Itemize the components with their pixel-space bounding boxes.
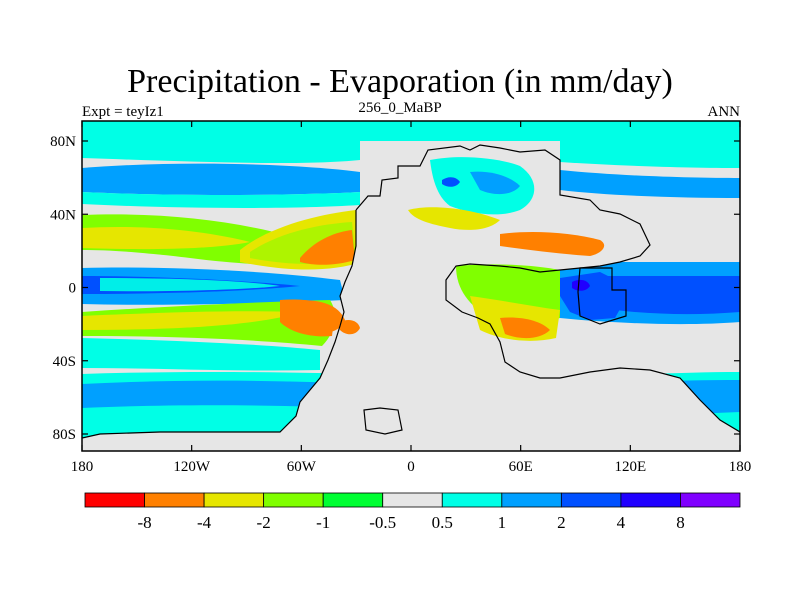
y-tick-label: 40S xyxy=(53,354,76,370)
colorbar-label: -4 xyxy=(197,513,212,532)
x-tick-label: 180 xyxy=(729,459,752,475)
x-axis: 180 120W 60W 0 60E 120E 180 xyxy=(71,121,752,475)
x-tick-label: 180 xyxy=(71,459,94,475)
experiment-label: Expt = teyIz1 xyxy=(82,104,164,120)
americas-north-orange xyxy=(300,230,355,265)
colorbar-label: 4 xyxy=(617,513,626,532)
north-east-storm-track xyxy=(560,170,740,198)
x-tick-label: 120W xyxy=(173,459,211,475)
x-tick-label: 60E xyxy=(509,459,533,475)
y-tick-label: 0 xyxy=(69,281,77,297)
coastline xyxy=(82,144,740,439)
equatorial-core-east xyxy=(600,276,740,315)
colorbar-swatch xyxy=(501,492,562,508)
colorbar-swatch xyxy=(322,492,384,508)
colorbar-swatch xyxy=(84,492,145,508)
colorbar-swatch xyxy=(560,492,622,508)
colorbar-swatch xyxy=(263,492,324,508)
season-label: ANN xyxy=(707,104,741,120)
colorbar-label: -8 xyxy=(137,513,151,532)
north-storm-track xyxy=(82,163,360,195)
north-subtropic-yellow xyxy=(82,226,250,250)
colorbar-swatch xyxy=(382,492,443,508)
arctic-band xyxy=(82,121,740,141)
x-tick-label: 0 xyxy=(407,459,415,475)
x-tick-label: 120E xyxy=(614,459,646,475)
colorbar-label: -2 xyxy=(257,513,271,532)
southern-island xyxy=(363,407,403,435)
colorbar: -8 -4 -2 -1 -0.5 0.5 1 2 4 8 xyxy=(84,492,741,532)
map-title: Precipitation - Evaporation (in mm/day) xyxy=(127,63,673,100)
colorbar-swatch xyxy=(144,492,205,508)
colorbar-swatch xyxy=(680,492,741,508)
gondwana-orange xyxy=(500,317,550,339)
colorbar-label: 1 xyxy=(498,513,507,532)
south-subtropic-yellow xyxy=(82,311,300,330)
colorbar-swatch xyxy=(203,492,265,508)
inner-coastline xyxy=(577,267,627,325)
colorbar-label: -1 xyxy=(316,513,330,532)
north-asia-band xyxy=(560,140,740,168)
north-pangea-yellow xyxy=(408,207,500,230)
tethys-north-orange xyxy=(500,232,605,256)
y-tick-label: 80N xyxy=(50,134,76,150)
y-tick-label: 40N xyxy=(50,207,76,223)
y-axis: 80N 40N 0 40S 80S xyxy=(50,134,740,443)
colorbar-label: 2 xyxy=(557,513,566,532)
x-tick-label: 60W xyxy=(287,459,317,475)
map-plot-area xyxy=(82,121,740,451)
colorbar-swatch xyxy=(620,492,681,508)
time-label: 256_0_MaBP xyxy=(358,100,442,116)
y-tick-label: 80S xyxy=(53,427,76,443)
north-storm-track-edge xyxy=(82,192,360,208)
siberia-blue xyxy=(470,171,520,195)
south-midlat-cyan xyxy=(82,338,320,371)
colorbar-label: -0.5 xyxy=(369,513,396,532)
colorbar-label: 0.5 xyxy=(432,513,453,532)
north-pacific-band xyxy=(82,140,360,164)
colorbar-swatch xyxy=(441,492,503,508)
colorbar-label: 8 xyxy=(676,513,685,532)
pangea-landmass xyxy=(82,145,740,451)
